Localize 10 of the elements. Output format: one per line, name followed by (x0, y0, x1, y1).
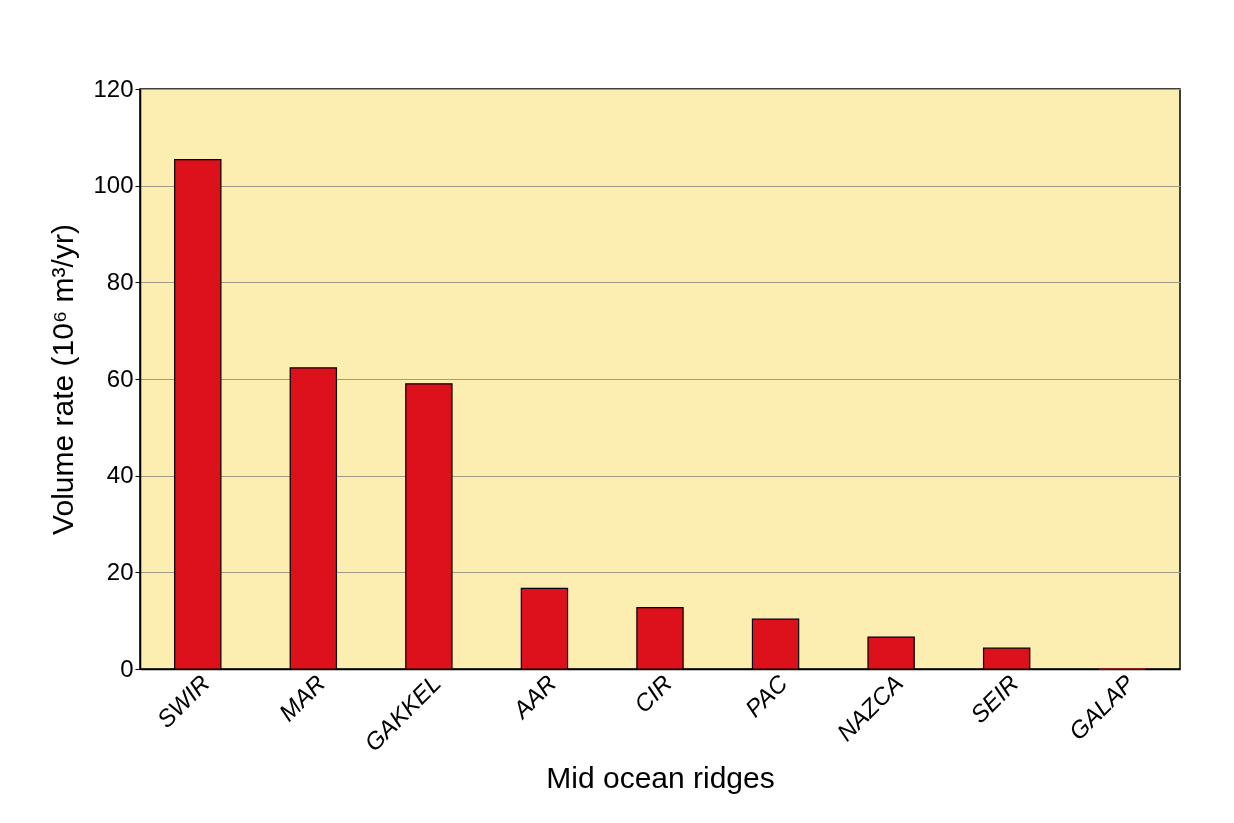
y-tick-label: 120 (93, 74, 134, 102)
y-tick-label: 40 (106, 461, 134, 489)
y-axis-title: Volume rate (10⁶ m³/yr) (46, 224, 80, 535)
x-axis-title: Mid ocean ridges (546, 761, 775, 795)
y-tick-label: 0 (120, 654, 134, 682)
y-tick-label: 20 (106, 557, 134, 585)
y-tick-label: 80 (106, 267, 134, 295)
y-tick-label: 100 (93, 171, 134, 199)
y-tick-label: 60 (106, 364, 134, 392)
x-tick-label: CIR (628, 669, 677, 718)
